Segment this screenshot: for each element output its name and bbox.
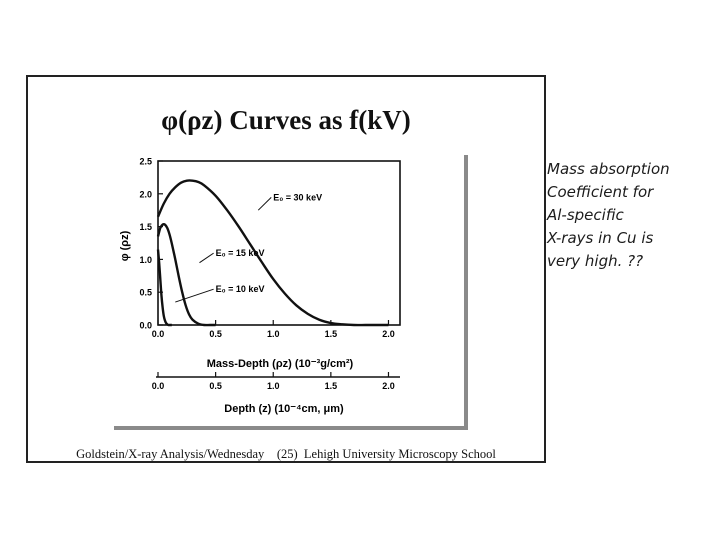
x-tick-label: 0.5 (209, 329, 222, 339)
x-tick-label: 2.0 (382, 329, 395, 339)
series-leader-line (175, 288, 214, 303)
x-tick-label: 0.0 (152, 329, 165, 339)
chart-panel: 0.0 0.5 1.0 1.5 2.0 2.5 0.0 0.5 1.0 1.5 2.0 E₀ = … (110, 151, 464, 426)
y-axis-label: φ (ρz) (119, 230, 131, 261)
x-tick-label: 1.0 (267, 329, 280, 339)
footer-right: Lehigh University Microscopy School (303, 447, 496, 461)
y-tick-label: 1.0 (139, 255, 152, 265)
series-line-1 (156, 223, 216, 327)
series-line-2 (156, 249, 172, 327)
phi-rho-z-chart: 0.0 0.5 1.0 1.5 2.0 2.5 0.0 0.5 1.0 1.5 2.0 E₀ = … (119, 157, 401, 415)
note-line: very high. ?? (547, 252, 644, 270)
note-line: Al-specific (547, 206, 624, 224)
x-axis-label: Mass-Depth (ρz) (10⁻³g/cm²) (207, 358, 354, 370)
slide-title: φ(ρz) Curves as f(kV) (161, 105, 411, 135)
secondary-tick-label: 0.0 (152, 381, 165, 391)
series-line-0 (156, 179, 389, 327)
plot-area (157, 160, 401, 326)
note-line: Coefficient for (547, 183, 654, 201)
secondary-tick-label: 0.5 (209, 381, 222, 391)
series-label: E₀ = 30 keV (273, 192, 322, 202)
y-tick-label: 0.5 (139, 288, 152, 298)
secondary-tick-label: 2.0 (382, 381, 395, 391)
series-leader-line (257, 197, 272, 211)
note-line: X-rays in Cu is (547, 229, 654, 247)
secondary-axis-label: Depth (z) (10⁻⁴cm, μm) (224, 403, 344, 415)
footer-page: (25) (276, 447, 298, 461)
x-tick-label: 1.5 (325, 329, 338, 339)
series-leader-line (199, 252, 214, 264)
slide-footer: Goldstein/X-ray Analysis/Wednesday (25) … (28, 447, 544, 462)
y-tick-label: 1.5 (139, 222, 152, 232)
series-label: E₀ = 15 keV (216, 248, 265, 258)
slide-frame: φ(ρz) Curves as f(kV) 0.0 0.5 1.0 1.5 2.0 2.5… (26, 75, 546, 463)
note-line: Mass absorption (547, 160, 670, 178)
y-tick-label: 2.0 (139, 189, 152, 199)
y-tick-label: 2.5 (139, 157, 152, 167)
secondary-tick-label: 1.5 (325, 381, 338, 391)
series-label: E₀ = 10 keV (216, 284, 265, 294)
handwritten-note: Mass absorption Coefficient for Al-speci… (547, 158, 719, 273)
footer-left: Goldstein/X-ray Analysis/Wednesday (76, 447, 265, 461)
y-tick-label: 0.0 (139, 321, 152, 331)
secondary-tick-label: 1.0 (267, 381, 280, 391)
